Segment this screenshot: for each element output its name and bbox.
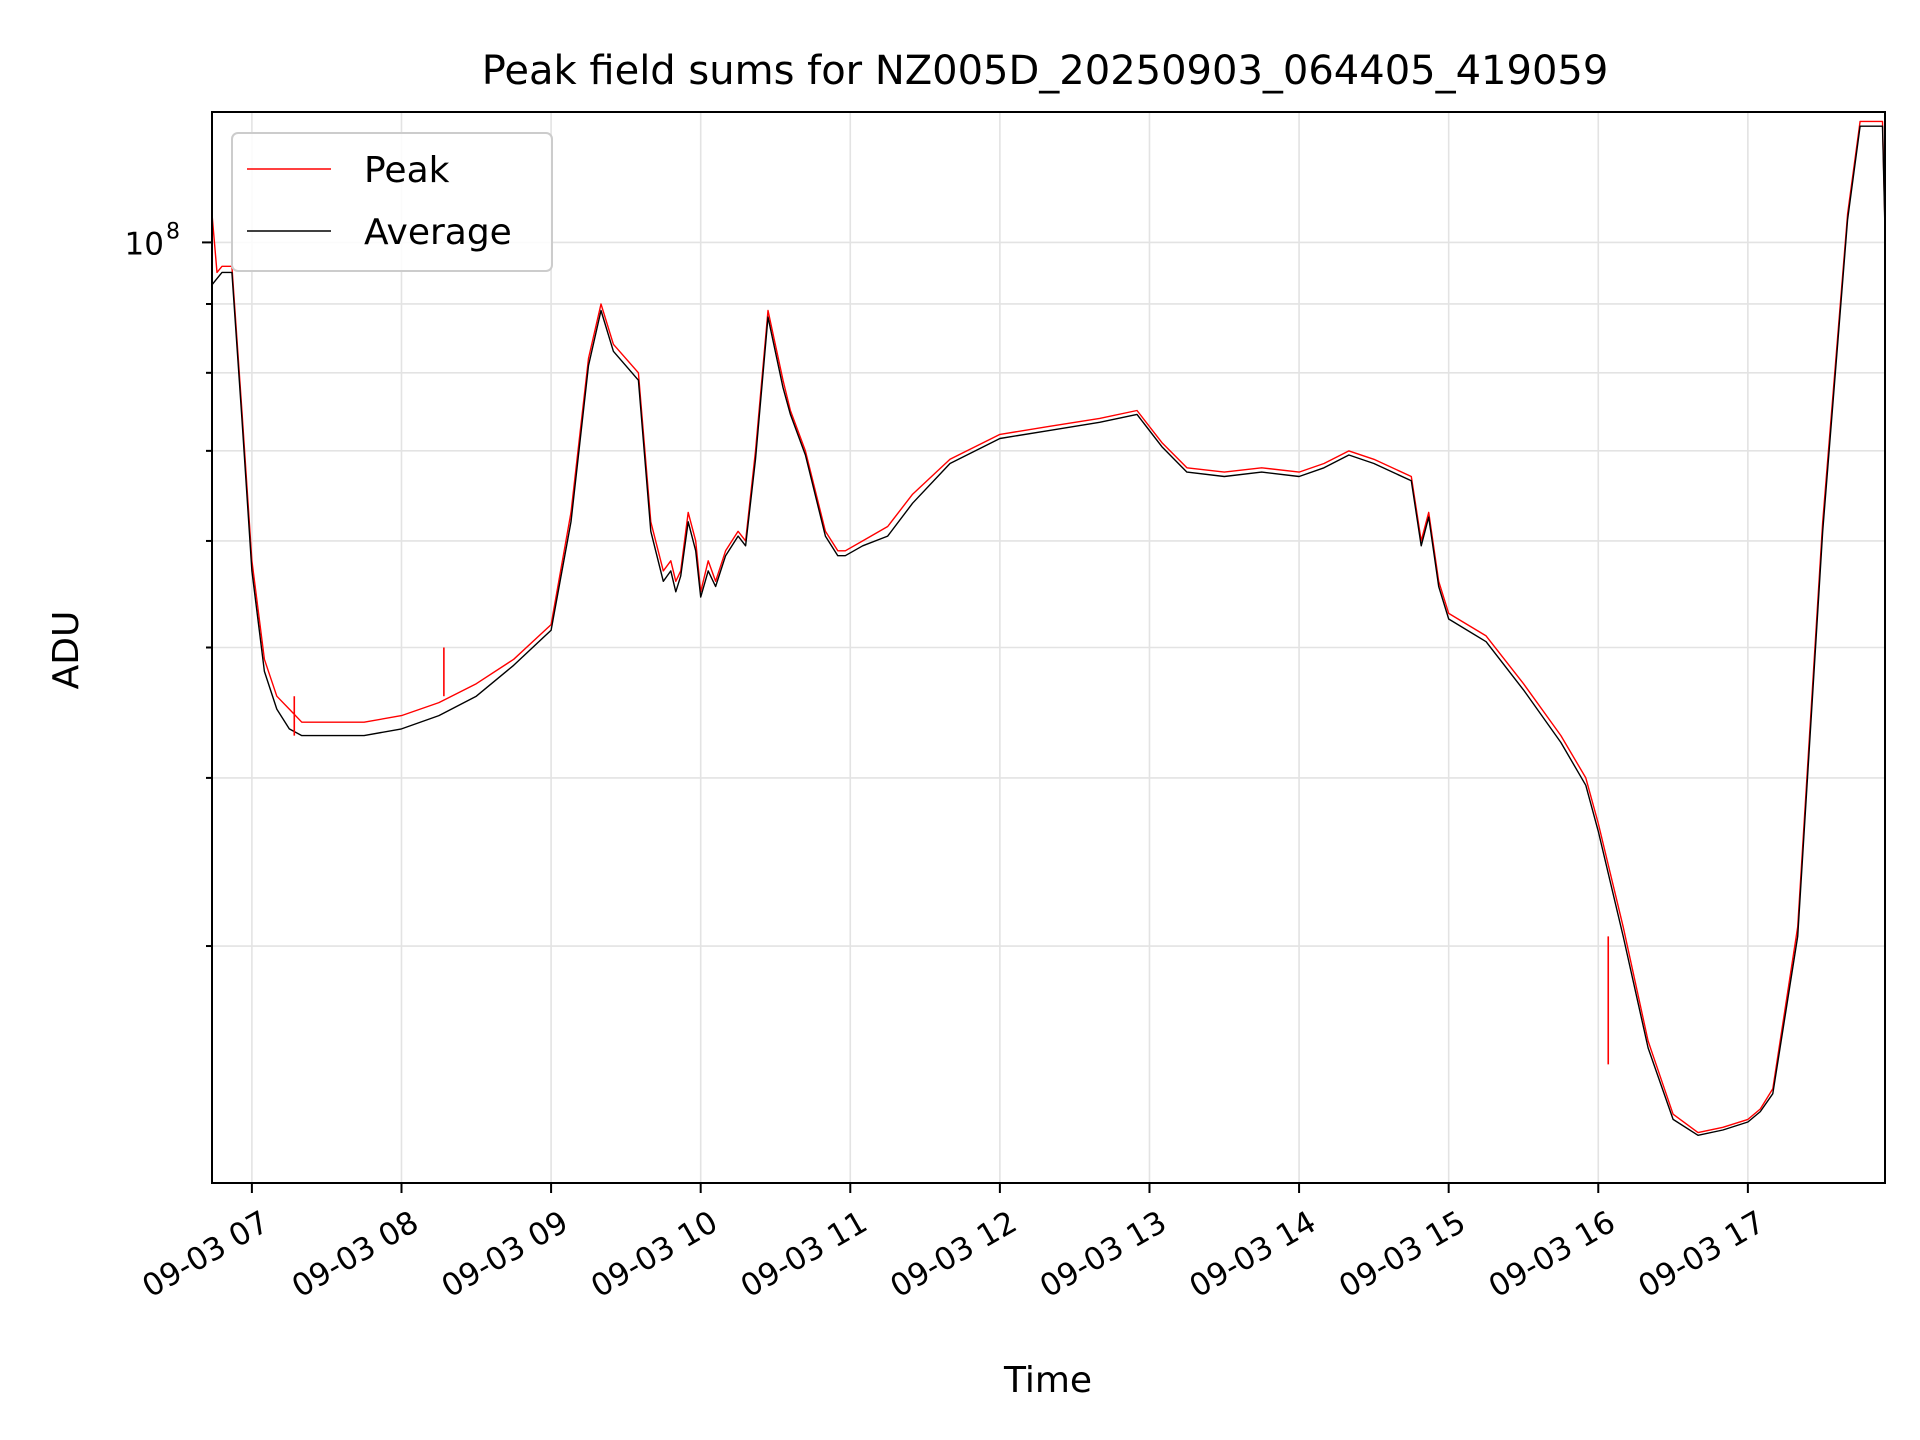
x-tick-label: 09-03 15 <box>1333 1204 1472 1305</box>
peak-series-line <box>212 120 1885 1134</box>
x-tick-label: 09-03 14 <box>1184 1204 1323 1305</box>
legend-average-label: Average <box>364 212 512 253</box>
x-tick-label: 09-03 10 <box>585 1204 724 1305</box>
x-tick-label: 09-03 12 <box>884 1204 1023 1305</box>
x-tick-label: 09-03 11 <box>735 1204 874 1305</box>
x-tick-label: 09-03 16 <box>1483 1204 1622 1305</box>
x-tick-label: 09-03 17 <box>1632 1204 1771 1305</box>
x-axis-ticks: 09-03 07 09-03 08 09-03 09 09-03 10 09-03 11… <box>136 1183 1771 1305</box>
x-tick-label: 09-03 07 <box>136 1204 275 1305</box>
y-tick-label: 10 <box>125 226 164 262</box>
x-axis-label: Time <box>1003 1360 1092 1401</box>
plot-series <box>212 120 1885 1137</box>
y-axis-ticks: 10 8 <box>125 219 212 948</box>
y-tick-exponent: 8 <box>166 219 180 244</box>
average-series-line <box>212 125 1885 1137</box>
legend: Peak Average <box>231 132 553 272</box>
x-tick-label: 09-03 09 <box>436 1204 575 1305</box>
grid <box>212 112 1885 1183</box>
x-tick-label: 09-03 13 <box>1034 1204 1173 1305</box>
legend-box <box>231 132 553 272</box>
legend-peak-label: Peak <box>364 150 450 191</box>
chart-title: Peak field sums for NZ005D_20250903_0644… <box>482 48 1609 94</box>
x-tick-label: 09-03 08 <box>286 1204 425 1305</box>
y-axis-label: ADU <box>46 611 87 690</box>
